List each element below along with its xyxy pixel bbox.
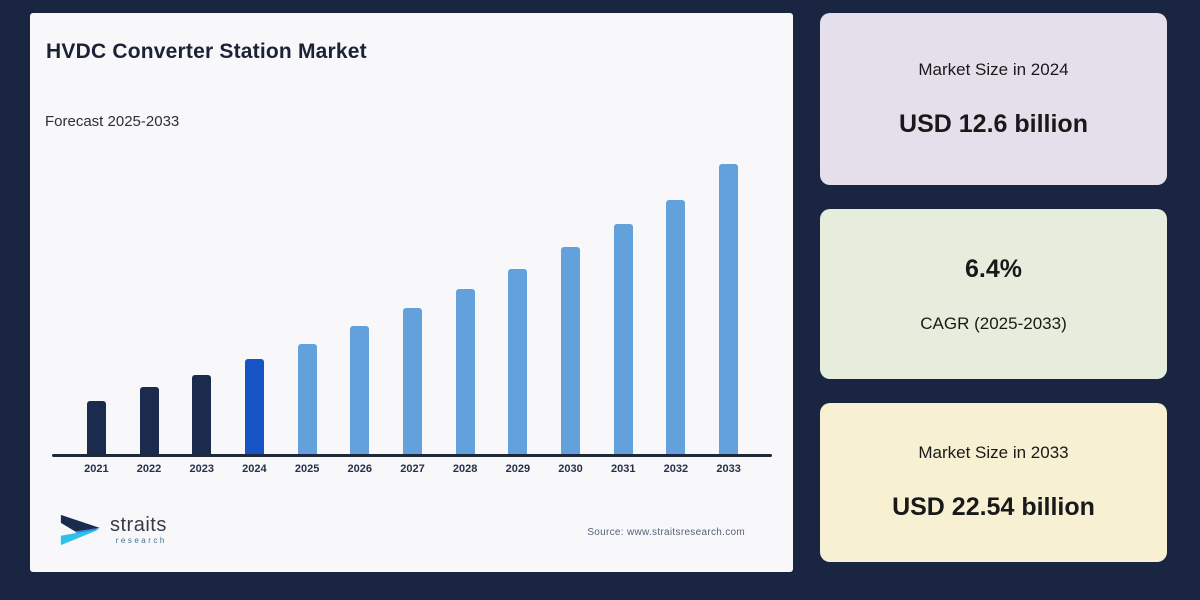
straits-logo-text: straits research <box>110 515 167 545</box>
x-axis-label-2031: 2031 <box>610 463 636 475</box>
x-axis-label-2032: 2032 <box>663 463 689 475</box>
x-axis-label-2030: 2030 <box>558 463 583 475</box>
bar-2023 <box>192 375 212 454</box>
card-value: USD 22.54 billion <box>892 493 1095 521</box>
bar-slot-2029 <box>492 153 545 454</box>
bar-chart-plot-area <box>70 153 755 454</box>
card-heading: Market Size in 2024 <box>918 59 1069 79</box>
bar-slot-2024 <box>228 153 281 454</box>
x-axis-label-2021: 2021 <box>84 463 109 475</box>
bar-2033 <box>719 164 739 454</box>
card-value: 6.4% <box>965 254 1022 283</box>
logo-word-straits: straits <box>110 514 167 536</box>
card-value: USD 12.6 billion <box>899 109 1088 138</box>
bar-slot-2033 <box>702 153 755 454</box>
card-heading: Market Size in 2033 <box>918 443 1069 462</box>
x-axis-label-2029: 2029 <box>505 463 531 475</box>
bar-slot-2027 <box>386 153 439 454</box>
bar-slot-2023 <box>175 153 228 454</box>
x-axis-label-2022: 2022 <box>136 463 162 475</box>
x-axis-label-2027: 2027 <box>400 463 425 475</box>
x-axis-label-2023: 2023 <box>189 463 214 475</box>
straits-arrow-icon <box>60 514 100 546</box>
card-market-size-2033: Market Size in 2033 USD 22.54 billion <box>820 403 1167 562</box>
bar-slot-2022 <box>123 153 176 454</box>
bar-2026 <box>350 326 370 454</box>
x-axis-label-2033: 2033 <box>716 463 741 475</box>
x-axis-label-2025: 2025 <box>294 463 320 475</box>
bar-2025 <box>297 344 317 454</box>
bar-2032 <box>666 200 686 454</box>
bar-2030 <box>561 247 581 454</box>
bar-slot-2026 <box>333 153 386 454</box>
x-axis-labels: 2021 2022 2023 2024 2025 2026 2027 2028 2029 2030… <box>70 463 755 475</box>
x-axis-label-2028: 2028 <box>452 463 478 475</box>
bar-slot-2032 <box>650 153 703 454</box>
bar-slot-2021 <box>70 153 123 454</box>
stats-cards: Market Size in 2024 USD 12.6 billion 6.4… <box>820 13 1167 562</box>
x-axis-line <box>52 454 772 457</box>
x-axis-label-2026: 2026 <box>347 463 373 475</box>
source-text: Source: www.straitsresearch.com <box>587 527 745 538</box>
bar-2028 <box>455 289 475 454</box>
bar-2029 <box>508 269 528 454</box>
chart-title: HVDC Converter Station Market <box>46 40 367 63</box>
chart-panel: HVDC Converter Station Market Forecast 2… <box>30 13 793 572</box>
bar-slot-2028 <box>439 153 492 454</box>
card-heading: CAGR (2025-2033) <box>920 313 1067 333</box>
bar-2024 <box>244 359 264 454</box>
x-axis-label-2024: 2024 <box>242 463 267 475</box>
bar-2021 <box>86 401 106 454</box>
card-cagr: 6.4% CAGR (2025-2033) <box>820 209 1167 379</box>
chart-subtitle: Forecast 2025-2033 <box>45 113 180 130</box>
bar-2031 <box>613 224 633 454</box>
bar-2022 <box>139 387 159 454</box>
card-market-size-2024: Market Size in 2024 USD 12.6 billion <box>820 13 1167 185</box>
bar-slot-2025 <box>281 153 334 454</box>
logo-word-research: research <box>115 536 167 545</box>
straits-research-logo: straits research <box>58 510 167 550</box>
bar-slot-2030 <box>544 153 597 454</box>
bar-2027 <box>402 308 422 454</box>
bar-slot-2031 <box>597 153 650 454</box>
